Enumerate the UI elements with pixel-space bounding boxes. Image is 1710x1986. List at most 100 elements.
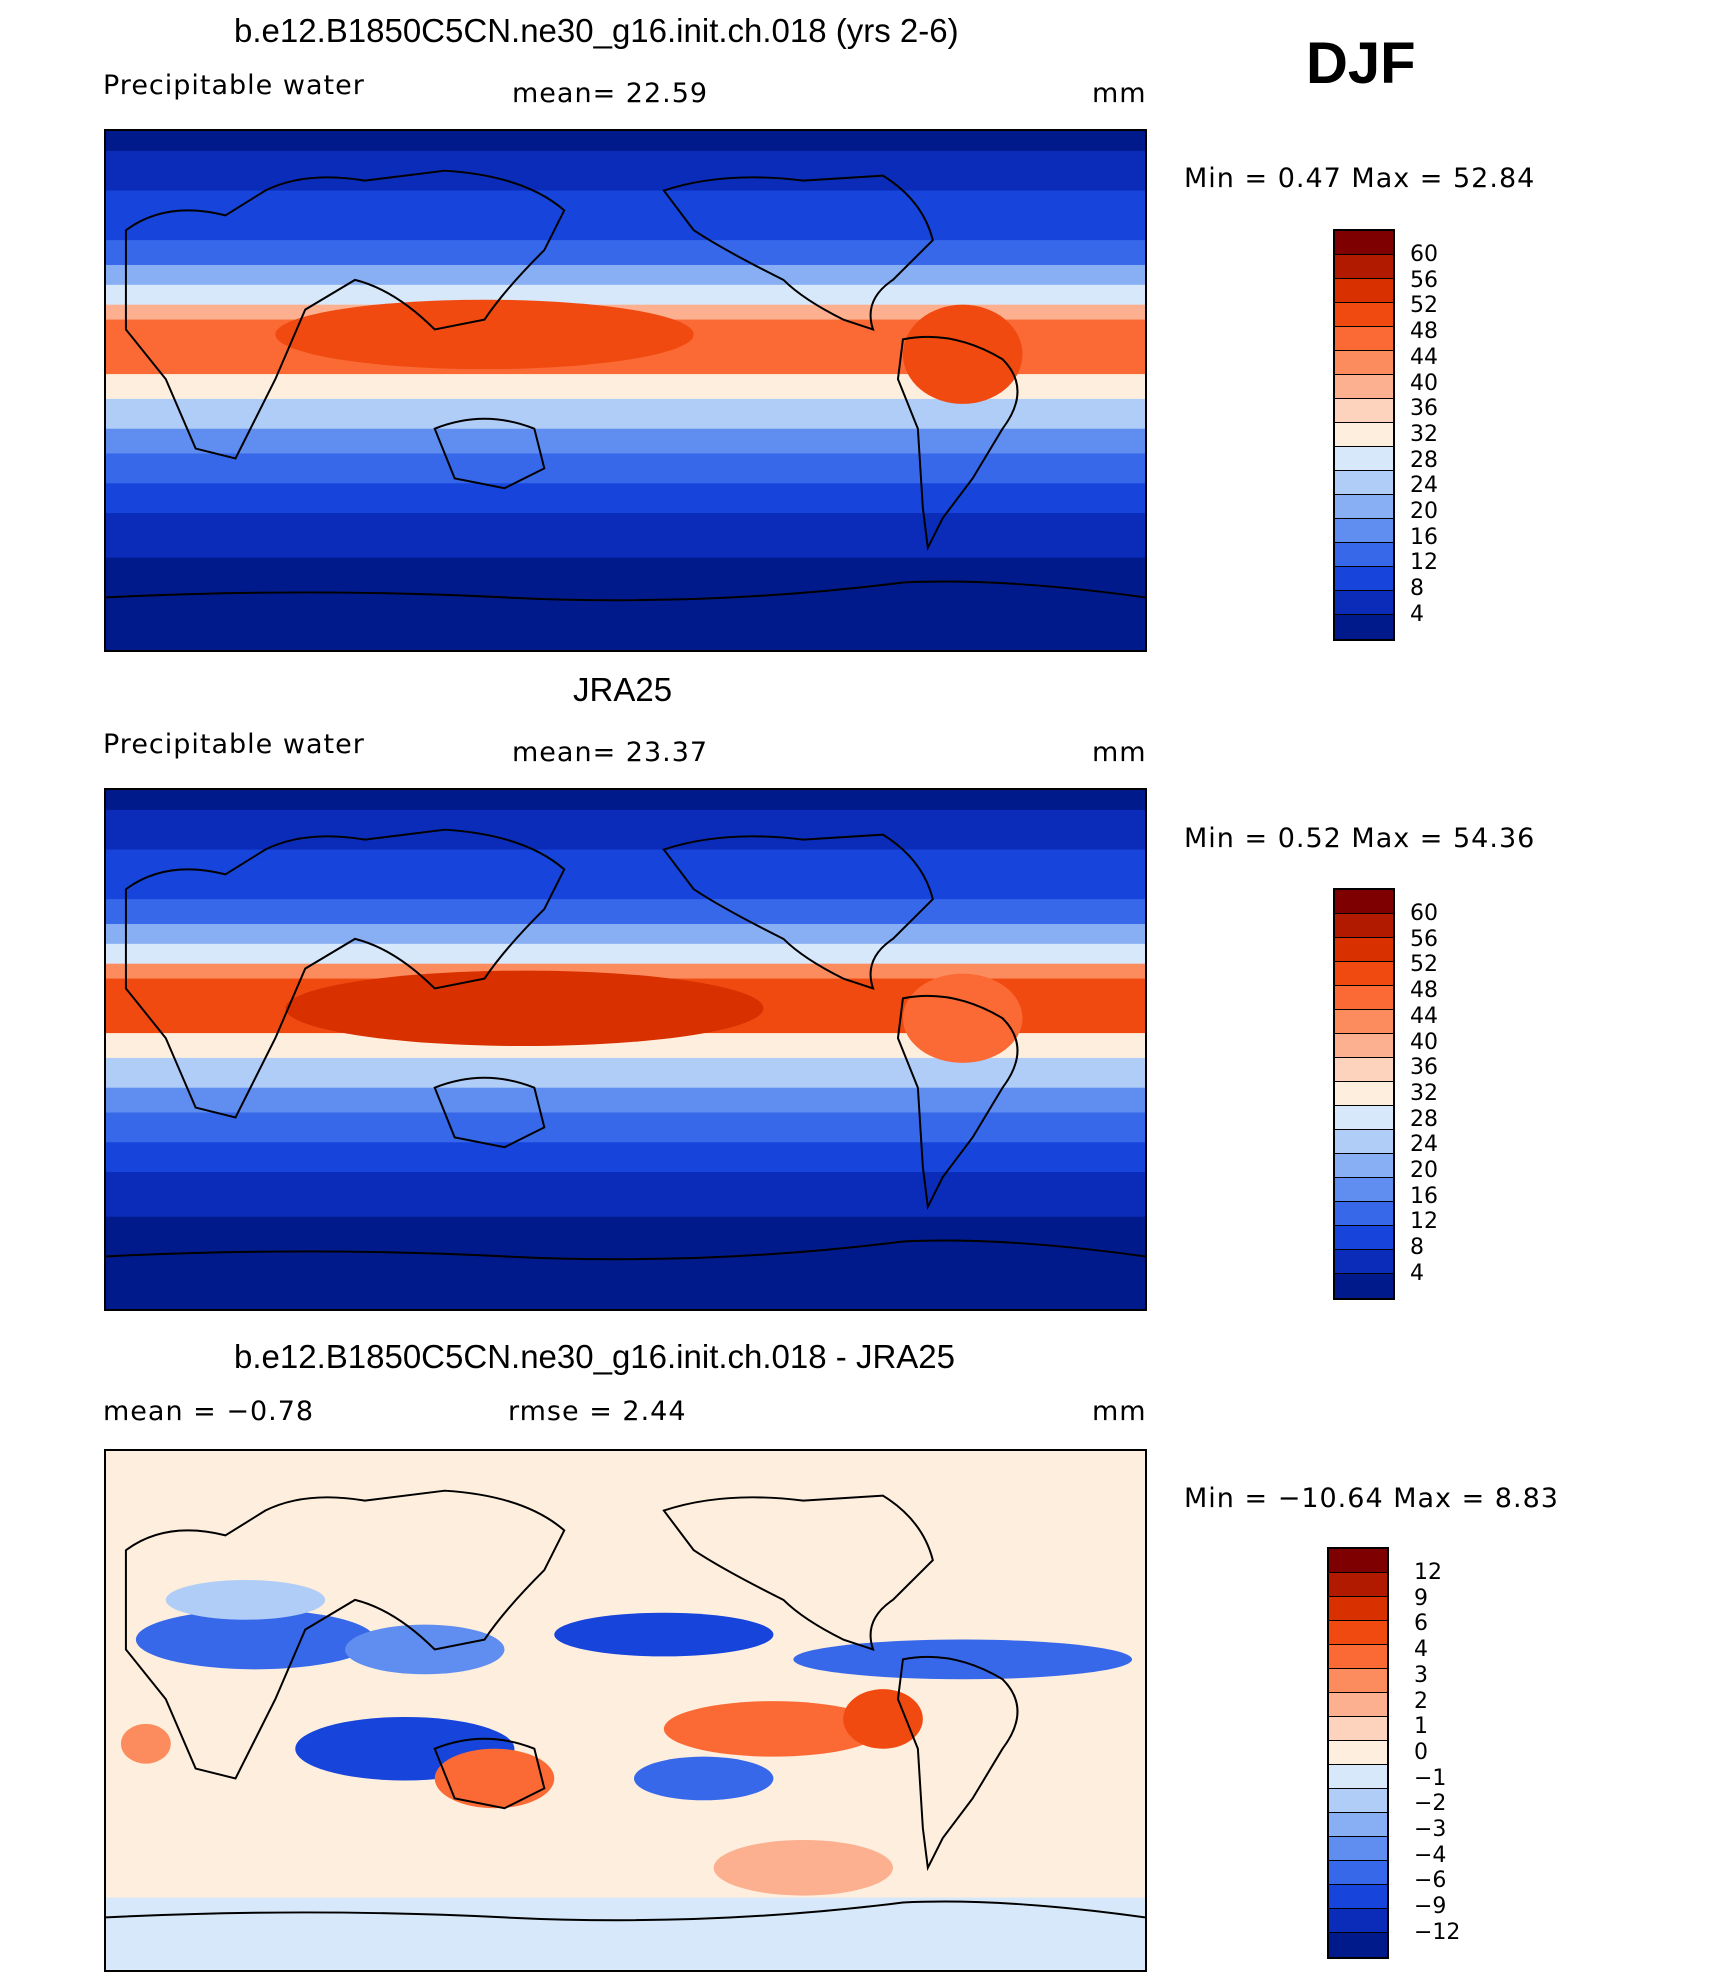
colorbar-tick-label: 6 [1414, 1611, 1428, 1637]
colorbar-swatch [1329, 1813, 1387, 1837]
colorbar-swatch [1335, 1034, 1393, 1058]
panel-1-minmax: Min = 0.47 Max = 52.84 [1184, 163, 1536, 194]
colorbar-swatch [1329, 1909, 1387, 1933]
colorbar-swatch [1335, 231, 1393, 255]
panel-2-units: mm [1092, 737, 1147, 768]
colorbar-swatch [1335, 1106, 1393, 1130]
colorbar-tick-label: 60 [1410, 242, 1438, 267]
colorbar-tick-label: 16 [1410, 524, 1438, 550]
colorbar-swatch [1329, 1549, 1387, 1573]
colorbar-swatch [1335, 1178, 1393, 1202]
colorbar-tick-label: 1 [1414, 1714, 1428, 1740]
colorbar-tick-label: 32 [1410, 421, 1438, 447]
colorbar-tick-label: 52 [1410, 293, 1438, 319]
colorbar-tick-label: 48 [1410, 978, 1438, 1004]
colorbar-tick-label: 48 [1410, 319, 1438, 345]
colorbar-swatch [1335, 1250, 1393, 1274]
colorbar-swatch [1335, 255, 1393, 279]
colorbar-tick-label: 9 [1414, 1585, 1428, 1611]
colorbar-swatch [1335, 375, 1393, 399]
colorbar-tick-label: 3 [1414, 1662, 1428, 1688]
colorbar-tick-label: 40 [1410, 370, 1438, 396]
colorbar-swatch [1335, 1130, 1393, 1154]
colorbar-tick-label: 24 [1410, 473, 1438, 499]
colorbar-tick-label: 24 [1410, 1132, 1438, 1158]
colorbar-tick-label: −3 [1414, 1817, 1447, 1842]
colorbar-swatch [1335, 615, 1393, 639]
colorbar-swatch [1335, 1226, 1393, 1250]
colorbar-swatch [1335, 890, 1393, 914]
colorbar-swatch [1335, 327, 1393, 351]
panel-1-colorbar [1333, 229, 1395, 641]
panel-1-map [104, 129, 1147, 652]
colorbar-swatch [1329, 1645, 1387, 1669]
colorbar-swatch [1335, 543, 1393, 567]
colorbar-tick-label: −12 [1414, 1919, 1461, 1945]
colorbar-tick-label: 4 [1410, 601, 1424, 627]
panel-3-map [104, 1449, 1147, 1972]
colorbar-swatch [1329, 1837, 1387, 1861]
colorbar-swatch [1335, 447, 1393, 471]
panel-2-colorbar [1333, 888, 1395, 1300]
colorbar-swatch [1329, 1885, 1387, 1909]
colorbar-tick-label: 12 [1414, 1560, 1442, 1585]
colorbar-swatch [1335, 1202, 1393, 1226]
colorbar-tick-label: 28 [1410, 447, 1438, 473]
colorbar-swatch [1335, 914, 1393, 938]
colorbar-swatch [1329, 1861, 1387, 1885]
panel-3-mean: mean = −0.78 [103, 1396, 315, 1427]
colorbar-tick-label: 20 [1410, 499, 1438, 524]
colorbar-swatch [1335, 1274, 1393, 1298]
colorbar-tick-label: −1 [1414, 1765, 1447, 1791]
colorbar-tick-label: −6 [1414, 1868, 1447, 1894]
panel-2-minmax: Min = 0.52 Max = 54.36 [1184, 823, 1536, 854]
colorbar-swatch [1329, 1621, 1387, 1645]
colorbar-tick-label: 8 [1410, 1235, 1424, 1261]
colorbar-tick-label: 0 [1414, 1739, 1428, 1765]
colorbar-tick-label: −2 [1414, 1791, 1447, 1817]
colorbar-tick-label: 56 [1410, 267, 1438, 293]
colorbar-swatch [1335, 591, 1393, 615]
panel-3-title: b.e12.B1850C5CN.ne30_g16.init.ch.018 - J… [234, 1338, 955, 1375]
colorbar-swatch [1335, 938, 1393, 962]
colorbar-tick-label: −9 [1414, 1894, 1447, 1920]
panel-2-map [104, 788, 1147, 1311]
colorbar-tick-label: 2 [1414, 1688, 1428, 1714]
colorbar-swatch [1329, 1717, 1387, 1741]
colorbar-tick-label: 44 [1410, 344, 1438, 370]
panel-1-units: mm [1092, 78, 1147, 109]
colorbar-swatch [1329, 1693, 1387, 1717]
colorbar-swatch [1335, 962, 1393, 986]
colorbar-tick-label: −4 [1414, 1842, 1447, 1868]
panel-3-minmax: Min = −10.64 Max = 8.83 [1184, 1483, 1559, 1514]
colorbar-tick-label: 44 [1410, 1003, 1438, 1029]
colorbar-swatch [1335, 399, 1393, 423]
colorbar-tick-label: 60 [1410, 901, 1438, 926]
colorbar-swatch [1329, 1933, 1387, 1957]
colorbar-tick-label: 56 [1410, 926, 1438, 952]
colorbar-swatch [1335, 303, 1393, 327]
colorbar-swatch [1329, 1741, 1387, 1765]
colorbar-tick-label: 12 [1410, 550, 1438, 576]
panel-3-rmse: rmse = 2.44 [508, 1396, 687, 1427]
panel-1-title: b.e12.B1850C5CN.ne30_g16.init.ch.018 (yr… [234, 12, 959, 49]
panel-3-colorbar [1327, 1547, 1389, 1959]
colorbar-swatch [1335, 986, 1393, 1010]
colorbar-swatch [1335, 519, 1393, 543]
colorbar-swatch [1335, 495, 1393, 519]
colorbar-tick-label: 4 [1410, 1260, 1424, 1286]
panel-2-title: JRA25 [573, 671, 673, 708]
colorbar-swatch [1335, 423, 1393, 447]
colorbar-tick-label: 36 [1410, 396, 1438, 422]
colorbar-swatch [1335, 1154, 1393, 1178]
colorbar-tick-label: 12 [1410, 1209, 1438, 1235]
colorbar-tick-label: 36 [1410, 1055, 1438, 1081]
colorbar-tick-label: 8 [1410, 576, 1424, 602]
season-label: DJF [1306, 31, 1416, 96]
colorbar-swatch [1329, 1765, 1387, 1789]
colorbar-swatch [1335, 1058, 1393, 1082]
colorbar-swatch [1329, 1669, 1387, 1693]
colorbar-tick-label: 52 [1410, 952, 1438, 978]
panel-1-mean: mean= 22.59 [512, 78, 709, 109]
colorbar-tick-label: 40 [1410, 1029, 1438, 1055]
